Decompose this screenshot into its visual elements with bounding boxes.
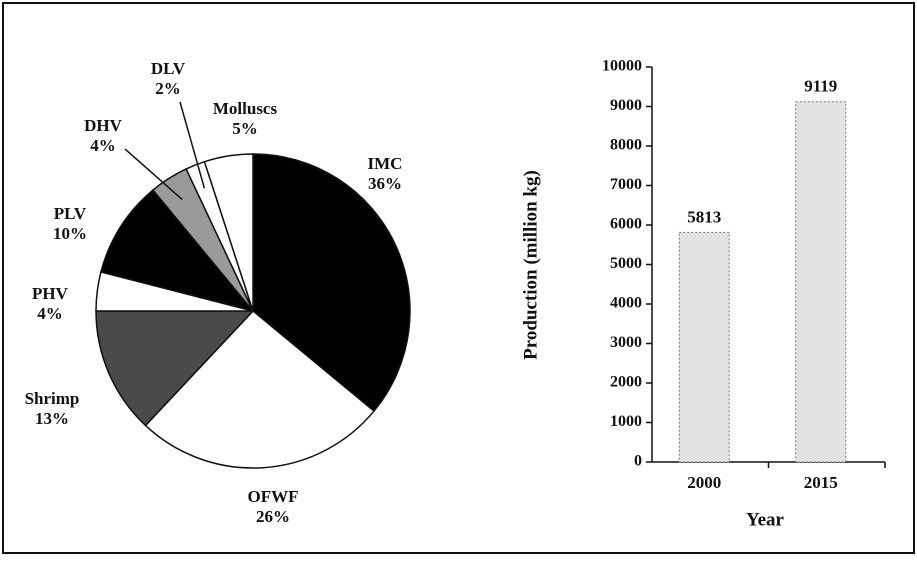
pie-slice bbox=[100, 188, 256, 313]
pie-slice bbox=[95, 310, 255, 427]
x-tick-label: 2000 bbox=[687, 473, 721, 492]
slice-label: DHV bbox=[84, 116, 123, 135]
slice-value-label: 2% bbox=[155, 79, 181, 98]
y-tick-label: 7000 bbox=[610, 176, 642, 193]
leader-line bbox=[179, 101, 206, 189]
slice-label: OFWF bbox=[248, 487, 299, 506]
y-tick-label: 6000 bbox=[610, 216, 642, 233]
slice-value-label: 5% bbox=[232, 119, 258, 138]
slice-label: PHV bbox=[32, 284, 69, 303]
slice-value-label: 36% bbox=[368, 174, 402, 193]
slice-label: IMC bbox=[368, 154, 403, 173]
slice-label: PLV bbox=[54, 204, 87, 223]
pie-slice bbox=[252, 153, 411, 413]
leader-line bbox=[124, 148, 183, 201]
x-axis-label: Year bbox=[746, 509, 785, 530]
y-tick-label: 9000 bbox=[610, 97, 642, 114]
y-tick-label: 3000 bbox=[610, 334, 642, 351]
slice-value-label: 10% bbox=[53, 224, 87, 243]
x-tick-label: 2015 bbox=[804, 473, 838, 492]
slice-label: Shrimp bbox=[25, 389, 80, 408]
y-tick-label: 5000 bbox=[610, 255, 642, 272]
y-tick-label: 2000 bbox=[610, 374, 642, 391]
y-tick-label: 8000 bbox=[610, 137, 642, 154]
y-tick-label: 1000 bbox=[610, 413, 642, 430]
bar-value-label: 5813 bbox=[687, 207, 721, 226]
slice-label: DLV bbox=[151, 59, 186, 78]
bar bbox=[678, 231, 730, 463]
slice-label: Molluscs bbox=[213, 99, 278, 118]
frame bbox=[2, 2, 915, 554]
bar bbox=[795, 101, 847, 463]
slice-value-label: 4% bbox=[37, 304, 63, 323]
slice-value-label: 13% bbox=[35, 409, 69, 428]
pie-slice bbox=[144, 309, 376, 469]
y-tick-label: 0 bbox=[634, 453, 642, 470]
y-axis-label: Production (million kg) bbox=[520, 170, 541, 360]
slice-value-label: 26% bbox=[256, 507, 290, 526]
y-tick-label: 10000 bbox=[602, 58, 642, 75]
pie-slice bbox=[203, 153, 254, 312]
y-tick-label: 4000 bbox=[610, 295, 642, 312]
bar-value-label: 9119 bbox=[804, 77, 837, 96]
slice-value-label: 4% bbox=[90, 136, 116, 155]
